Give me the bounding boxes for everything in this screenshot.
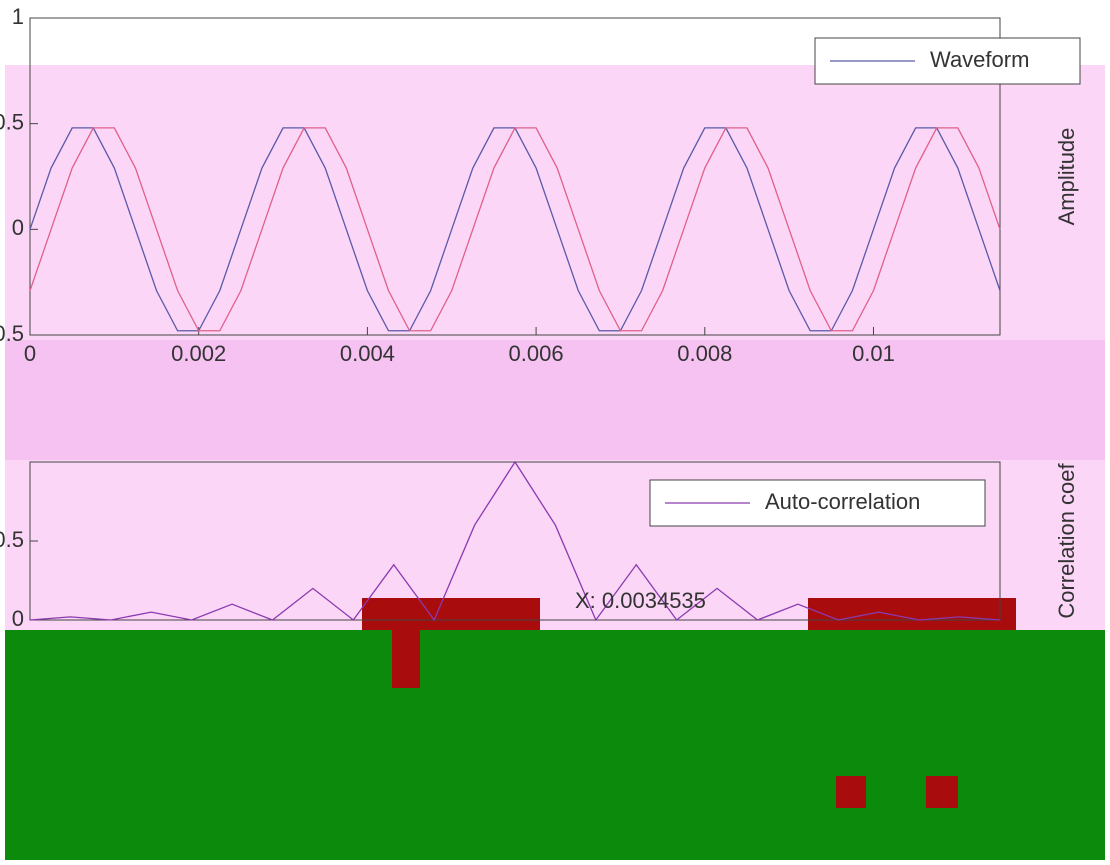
green-panel [5,630,1105,860]
page: -0.500.5100.0020.0040.0060.0080.01Wavefo… [0,0,1110,860]
y-tick-label: 1 [12,4,24,29]
glitch-block [392,630,420,688]
x-tick-label: 0.008 [677,341,732,366]
screen: -0.500.5100.0020.0040.0060.0080.01Wavefo… [0,0,1110,860]
x-tick-label: 0.006 [509,341,564,366]
x-tick-label: 0 [24,341,36,366]
glitch-block [836,776,866,808]
glitch-block [808,598,1016,630]
y-tick-label: 0 [12,215,24,240]
y-tick-label: 0.5 [0,527,24,552]
glitch-block [926,776,958,808]
glitch-block [362,598,540,630]
x-tick-label: 0.002 [171,341,226,366]
legend-label: Auto-correlation [765,489,920,514]
y-tick-label: -0.5 [0,321,24,346]
y-tick-label: 0.5 [0,109,24,134]
legend-label: Waveform [930,47,1029,72]
x-tick-label: 0.004 [340,341,395,366]
y-axis-label: Correlation coef [1054,462,1079,618]
readout: X: 0.0034535 [575,588,706,613]
y-axis-label: Amplitude [1054,128,1079,226]
x-tick-label: 0.01 [852,341,895,366]
y-tick-label: 0 [12,606,24,631]
